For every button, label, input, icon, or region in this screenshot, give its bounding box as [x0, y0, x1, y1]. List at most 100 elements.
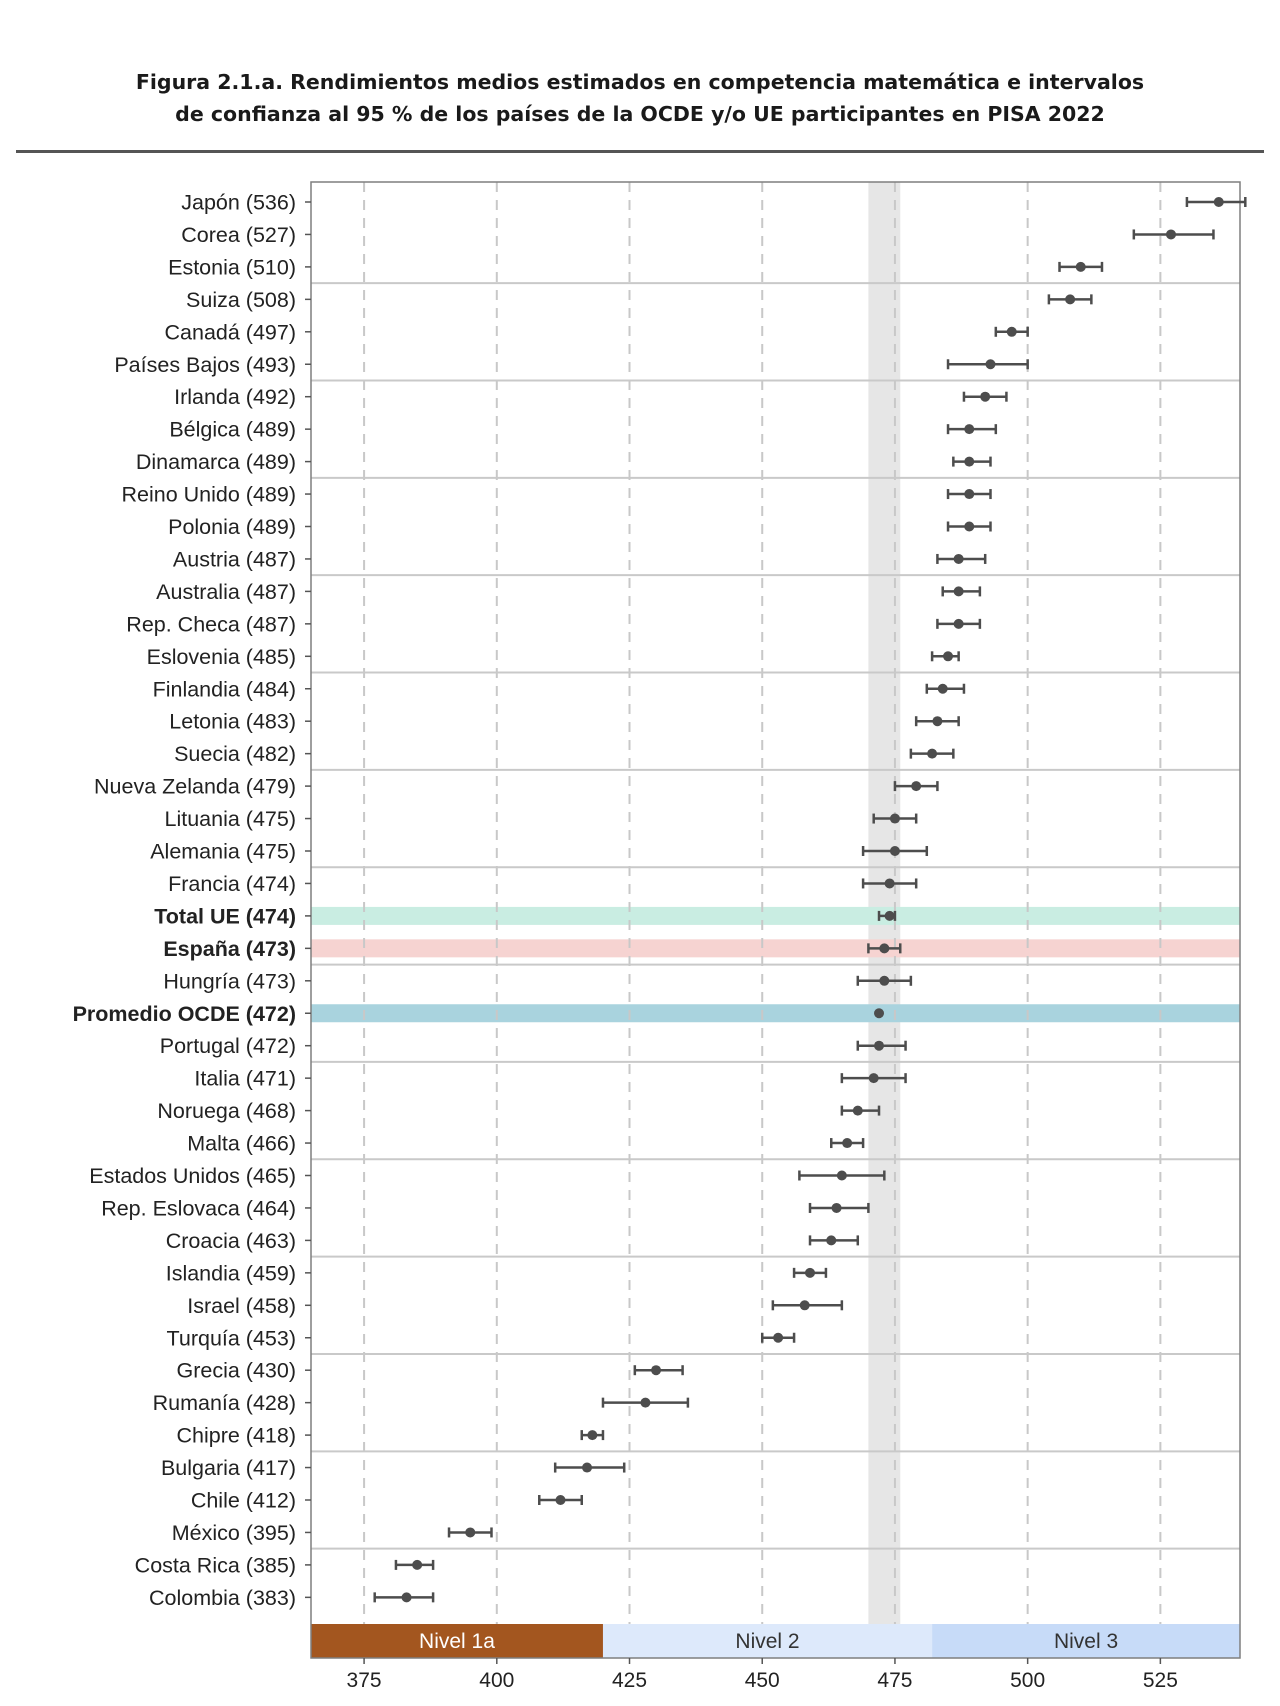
y-tick-label: Chipre (418) — [177, 1424, 297, 1448]
data-point — [953, 586, 964, 597]
data-point — [985, 359, 996, 370]
y-tick-label: Finlandia (484) — [153, 677, 296, 701]
y-tick-label: Grecia (430) — [177, 1359, 297, 1383]
data-point — [964, 521, 975, 532]
data-point — [640, 1397, 651, 1408]
highlight-row — [311, 1004, 1240, 1023]
level-label: Nivel 1a — [419, 1630, 495, 1653]
data-point — [587, 1430, 598, 1441]
y-tick-label: Reino Unido (489) — [122, 483, 297, 507]
data-point — [805, 1267, 816, 1278]
data-point — [412, 1559, 423, 1570]
y-tick-label: Croacia (463) — [166, 1229, 296, 1253]
x-tick-label: 525 — [1143, 1669, 1178, 1692]
data-point — [1075, 261, 1086, 272]
data-point — [582, 1462, 593, 1473]
data-point — [943, 651, 954, 662]
y-tick-label: Colombia (383) — [149, 1586, 296, 1610]
level-label: Nivel 3 — [1054, 1630, 1118, 1653]
data-point — [874, 1040, 885, 1051]
data-point — [836, 1170, 847, 1181]
data-point — [465, 1527, 476, 1538]
data-point — [799, 1300, 810, 1311]
data-point — [889, 813, 900, 824]
data-point — [953, 553, 964, 564]
highlight-row — [311, 906, 1240, 925]
data-point — [852, 1105, 863, 1116]
y-tick-label: Bulgaria (417) — [161, 1456, 296, 1480]
data-point — [980, 391, 991, 402]
level-label: Nivel 2 — [735, 1630, 799, 1653]
y-tick-label: México (395) — [172, 1521, 296, 1545]
level-band — [311, 1624, 603, 1658]
y-tick-label: Alemania (475) — [150, 840, 296, 864]
x-tick-label: 450 — [745, 1669, 780, 1692]
data-point — [1213, 197, 1224, 207]
x-tick-label: 425 — [612, 1669, 647, 1692]
y-tick-label: Rep. Checa (487) — [126, 612, 296, 636]
x-tick-label: 375 — [347, 1669, 382, 1692]
figure-title: Figura 2.1.a. Rendimientos medios estima… — [0, 66, 1280, 130]
y-tick-label: Polonia (489) — [168, 515, 296, 539]
y-tick-label: Rumanía (428) — [153, 1391, 296, 1415]
data-point — [964, 424, 975, 435]
y-tick-label: Corea (527) — [181, 223, 296, 247]
x-tick-label: 400 — [479, 1669, 514, 1692]
plot-border — [310, 181, 1241, 1659]
y-tick-label: Nueva Zelanda (479) — [94, 775, 296, 799]
data-point — [555, 1495, 566, 1505]
data-point — [879, 975, 890, 986]
data-point — [884, 878, 895, 889]
y-tick-label: Países Bajos (493) — [114, 353, 296, 377]
figure-title-line1: Figura 2.1.a. Rendimientos medios estima… — [135, 70, 1145, 94]
y-tick-label: Turquía (453) — [167, 1326, 296, 1350]
level-band — [932, 1624, 1240, 1658]
data-point — [868, 1073, 879, 1084]
data-point — [826, 1235, 837, 1246]
plot-panel — [311, 182, 1240, 1624]
y-tick-label: Suiza (508) — [186, 288, 296, 312]
data-point — [937, 683, 948, 694]
data-point — [889, 846, 900, 856]
data-point — [1065, 294, 1076, 305]
y-tick-label: Lituania (475) — [165, 807, 296, 831]
data-point — [927, 748, 938, 759]
x-tick-label: 475 — [877, 1669, 912, 1692]
y-tick-label: Bélgica (489) — [169, 418, 296, 442]
y-tick-label: Irlanda (492) — [174, 385, 296, 409]
level-band — [602, 1624, 933, 1658]
y-tick-label: Islandia (459) — [166, 1261, 296, 1285]
highlight-row — [311, 939, 1240, 958]
y-tick-label: Malta (466) — [187, 1132, 296, 1156]
data-point — [911, 781, 922, 792]
data-point — [651, 1365, 662, 1376]
y-tick-label: Austria (487) — [173, 547, 296, 571]
data-point — [842, 1138, 853, 1149]
y-tick-label: Chile (412) — [191, 1489, 296, 1513]
y-tick-label: Dinamarca (489) — [136, 450, 296, 474]
y-tick-label: Japón (536) — [181, 191, 296, 215]
y-tick-label: Estonia (510) — [168, 255, 296, 279]
y-tick-label: Italia (471) — [194, 1067, 296, 1091]
data-point — [953, 618, 964, 629]
y-tick-label: Hungría (473) — [163, 969, 296, 993]
y-tick-label: Letonia (483) — [169, 710, 296, 734]
data-point — [932, 716, 943, 727]
data-point — [964, 489, 975, 500]
y-tick-label: Rep. Eslovaca (464) — [101, 1196, 296, 1220]
y-tick-label: Costa Rica (385) — [135, 1553, 296, 1577]
x-tick-label: 500 — [1010, 1669, 1045, 1692]
data-point — [773, 1332, 784, 1343]
y-tick-label: Eslovenia (485) — [147, 645, 296, 669]
data-point — [831, 1202, 842, 1213]
y-tick-label: Estados Unidos (465) — [89, 1164, 296, 1188]
data-point — [874, 1008, 885, 1019]
y-tick-label: Promedio OCDE (472) — [73, 1002, 296, 1026]
y-tick-label: Francia (474) — [168, 872, 296, 896]
y-tick-label: Canadá (497) — [165, 320, 296, 344]
y-tick-label: Israel (458) — [187, 1294, 296, 1318]
y-tick-label: Total UE (474) — [154, 904, 296, 928]
title-divider — [16, 150, 1264, 153]
data-point — [1006, 326, 1017, 337]
